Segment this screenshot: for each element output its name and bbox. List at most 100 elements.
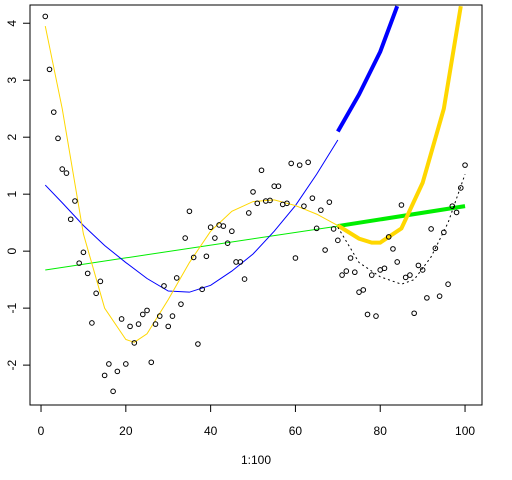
point [118, 316, 125, 322]
point [131, 340, 138, 346]
point [224, 240, 231, 246]
y-tick-label: -1 [5, 302, 19, 313]
point [195, 341, 201, 347]
point [275, 183, 282, 189]
point [318, 207, 324, 213]
x-axis-label: 1:100 [241, 453, 271, 467]
x-tick-label: 20 [119, 424, 133, 438]
plot-lines [44, 5, 466, 343]
point [178, 301, 184, 307]
point [148, 359, 155, 366]
fit-line [336, 5, 463, 245]
y-tick-label: 0 [5, 247, 19, 254]
point [284, 200, 290, 207]
point [76, 260, 82, 266]
point [161, 283, 167, 289]
fit-line [45, 225, 338, 271]
point [368, 272, 375, 278]
point [407, 272, 413, 278]
y-tick-label: -2 [5, 359, 19, 370]
point [207, 224, 214, 231]
point [110, 388, 116, 395]
point [89, 320, 95, 326]
plot-box [29, 4, 483, 406]
y-tick-label: 2 [5, 134, 19, 141]
point [241, 276, 248, 282]
point [347, 255, 354, 261]
point [152, 321, 159, 327]
point [144, 307, 150, 314]
fit-line [337, 204, 466, 229]
point [212, 235, 218, 241]
fit-line [44, 25, 339, 343]
point [97, 278, 104, 285]
fit-line [337, 174, 466, 285]
point [398, 202, 405, 208]
point [462, 162, 468, 168]
point [313, 225, 320, 232]
point [254, 200, 261, 207]
point [457, 185, 464, 191]
point [42, 13, 49, 20]
x-tick-label: 80 [374, 424, 388, 438]
point [114, 368, 121, 375]
point [373, 313, 379, 319]
point [288, 160, 294, 167]
point [169, 313, 176, 319]
point [326, 199, 333, 205]
point [351, 269, 358, 276]
point [84, 270, 91, 277]
point [381, 265, 388, 272]
point [394, 259, 400, 265]
point [237, 259, 244, 265]
point [258, 167, 265, 174]
point [449, 203, 456, 209]
y-tick-label: 3 [5, 77, 19, 84]
point [190, 254, 197, 261]
point [72, 198, 78, 204]
fit-line [336, 5, 400, 133]
point [135, 321, 142, 327]
point [441, 229, 447, 236]
point [127, 323, 133, 330]
point [292, 255, 299, 261]
point [106, 361, 112, 367]
point [80, 249, 87, 256]
x-tick-label: 60 [289, 424, 303, 438]
point [436, 293, 443, 299]
point [50, 109, 57, 115]
point [453, 209, 460, 216]
point [305, 159, 311, 166]
x-tick-label: 0 [38, 424, 45, 438]
point [428, 226, 434, 232]
point [199, 286, 205, 293]
point [385, 234, 392, 240]
point [139, 311, 146, 318]
point [182, 235, 188, 241]
point [335, 237, 341, 244]
point [59, 166, 66, 172]
point [245, 210, 252, 216]
point [156, 313, 163, 319]
point [203, 253, 210, 260]
point [55, 135, 61, 142]
point [415, 262, 422, 269]
point [173, 275, 180, 281]
point [229, 228, 235, 235]
fit-line [44, 139, 339, 293]
x-tick-label: 40 [204, 424, 218, 438]
point [250, 189, 256, 195]
point [63, 170, 70, 176]
plot-points [42, 13, 468, 395]
x-tick-label: 100 [455, 424, 475, 438]
point [402, 274, 409, 281]
point [46, 66, 53, 73]
y-tick-label: 4 [5, 20, 19, 27]
point [356, 289, 362, 295]
point [419, 267, 426, 273]
point [123, 361, 129, 367]
point [424, 295, 430, 301]
point [390, 246, 396, 252]
point [165, 323, 172, 330]
